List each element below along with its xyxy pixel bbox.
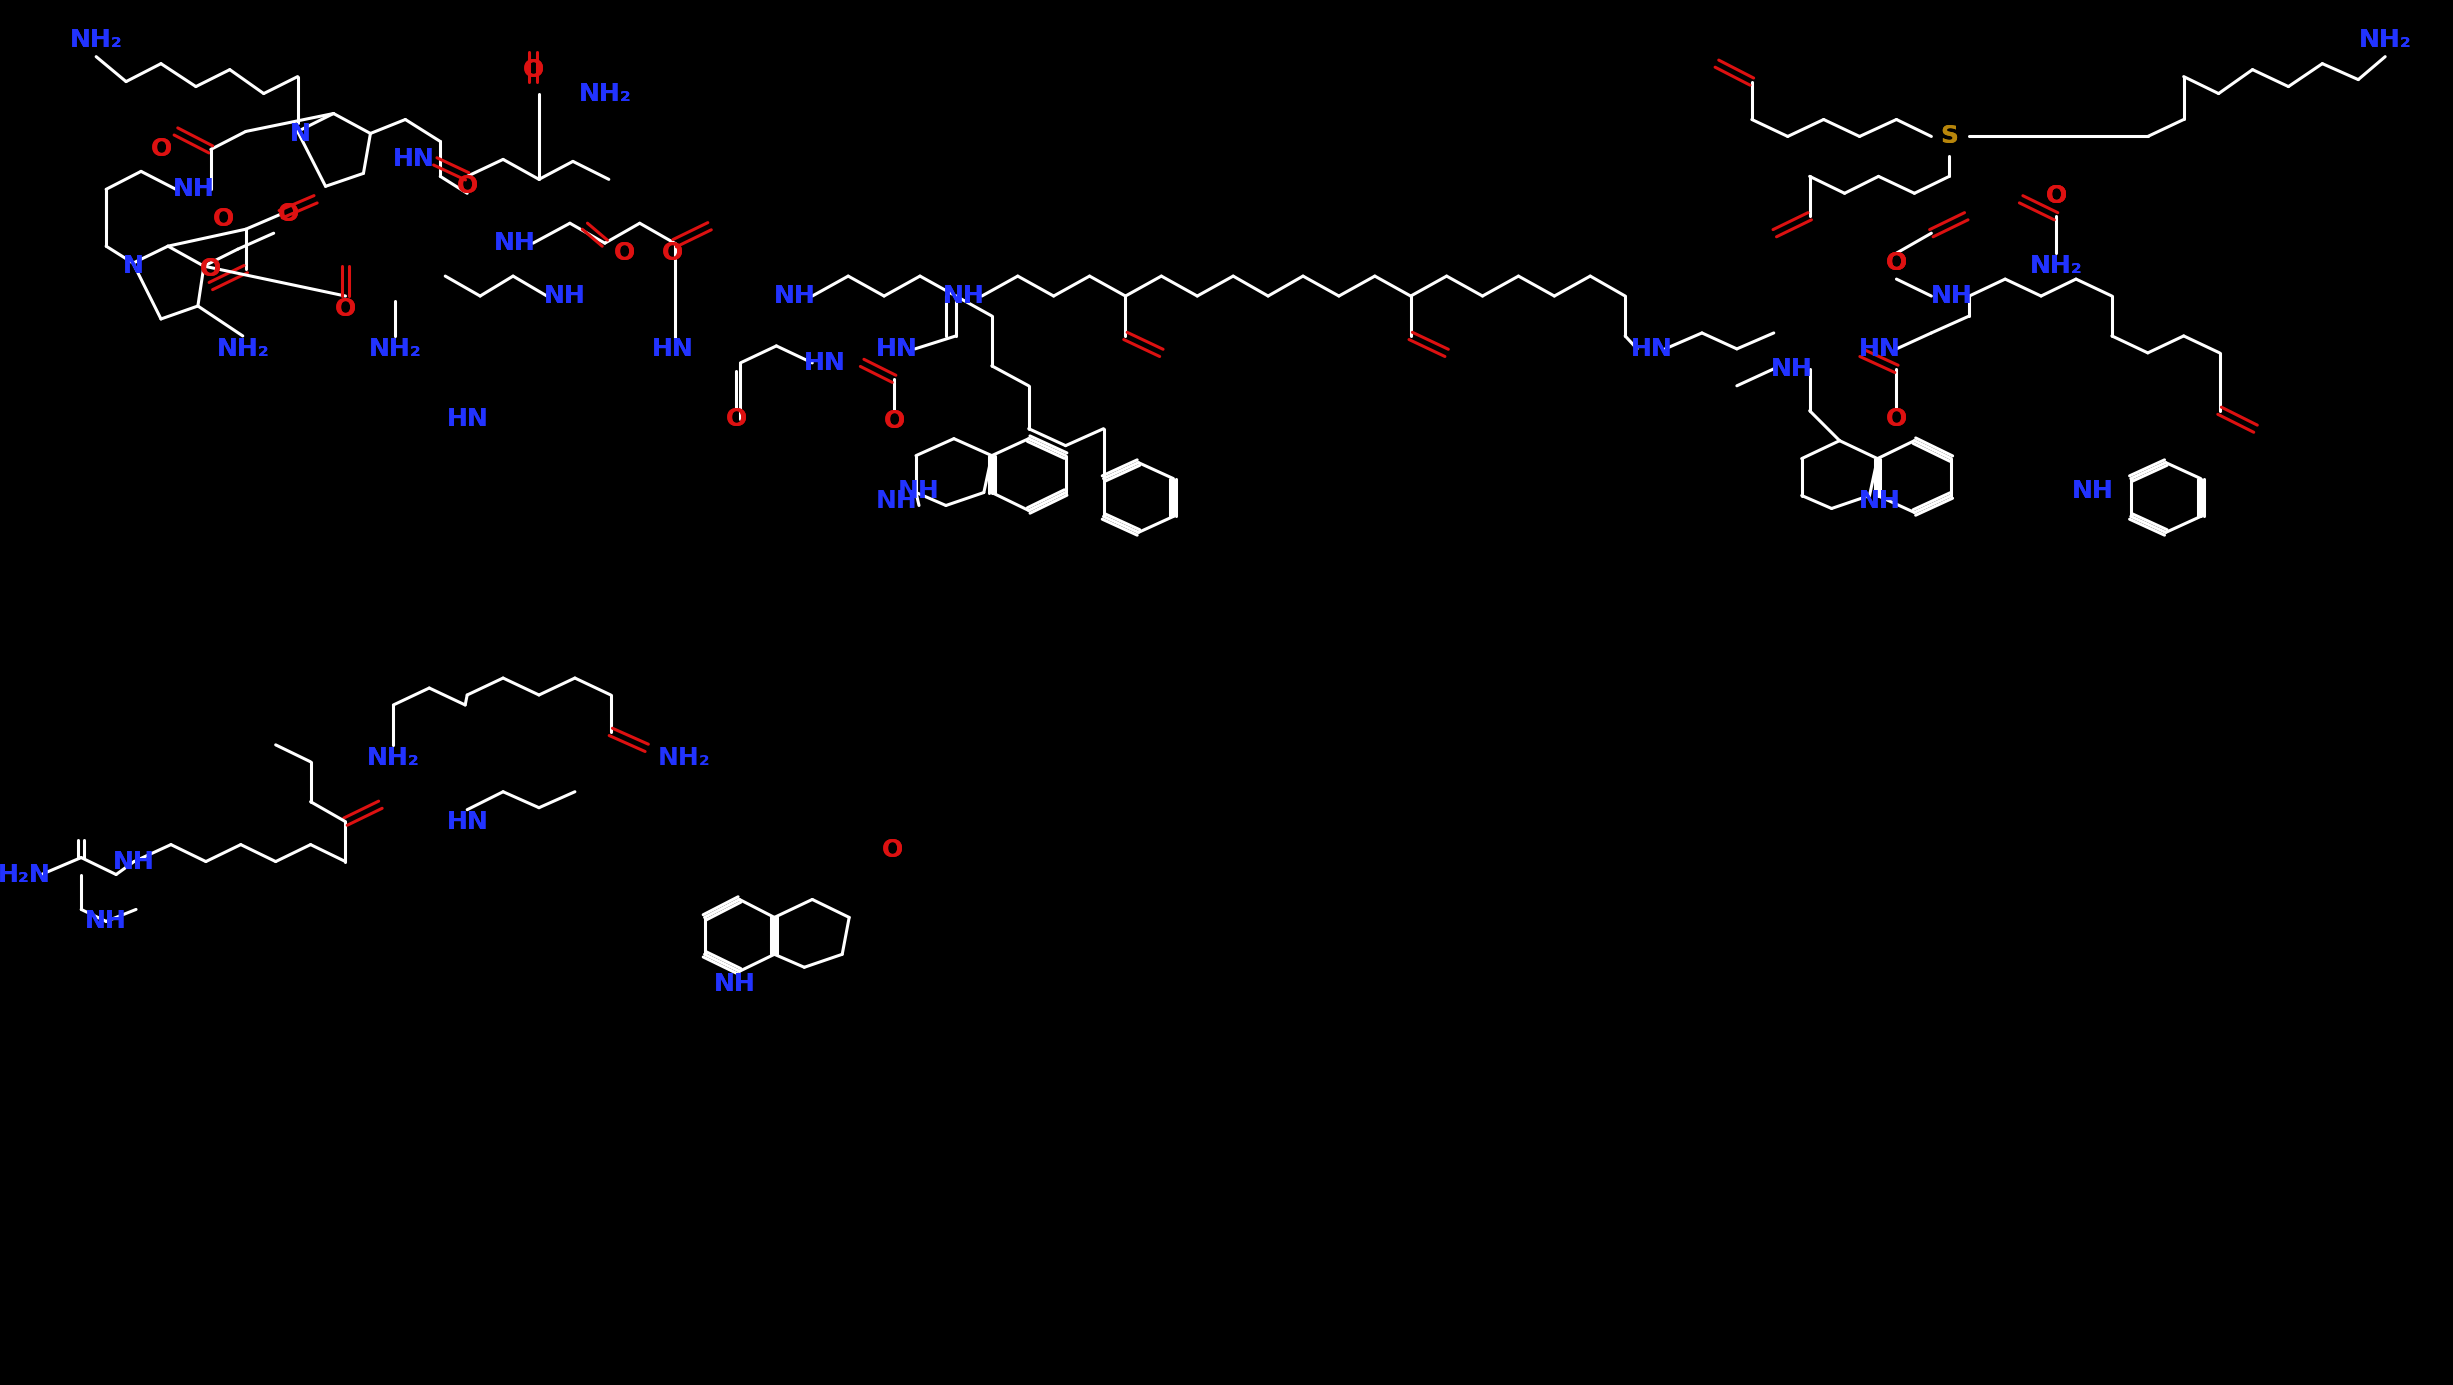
Text: O: O bbox=[1886, 251, 1906, 276]
Text: NH: NH bbox=[1859, 489, 1901, 512]
Text: HN: HN bbox=[446, 810, 488, 834]
Text: O: O bbox=[277, 202, 299, 226]
Text: NH₂: NH₂ bbox=[368, 747, 419, 770]
Text: HN: HN bbox=[446, 407, 488, 431]
Text: O: O bbox=[1886, 407, 1906, 431]
Text: NH: NH bbox=[773, 284, 814, 307]
Text: O: O bbox=[213, 208, 235, 231]
Text: O: O bbox=[456, 175, 478, 198]
Text: O: O bbox=[881, 838, 903, 861]
Text: NH: NH bbox=[2073, 479, 2114, 503]
Text: O: O bbox=[150, 137, 172, 162]
Text: HN: HN bbox=[876, 337, 917, 361]
Text: HN: HN bbox=[1631, 337, 1673, 361]
Text: O: O bbox=[1886, 251, 1906, 276]
Text: NH: NH bbox=[942, 284, 984, 307]
Text: NH: NH bbox=[545, 284, 586, 307]
Text: HN: HN bbox=[392, 147, 434, 172]
Text: NH₂: NH₂ bbox=[579, 82, 630, 105]
Text: NH: NH bbox=[113, 849, 155, 874]
Text: NH₂: NH₂ bbox=[368, 337, 422, 361]
Text: N: N bbox=[289, 122, 312, 147]
Text: NH₂: NH₂ bbox=[2029, 253, 2083, 278]
Text: O: O bbox=[201, 258, 221, 281]
Text: HN: HN bbox=[805, 350, 846, 375]
Text: NH₂: NH₂ bbox=[368, 337, 422, 361]
Text: NH: NH bbox=[773, 284, 814, 307]
Text: HN: HN bbox=[1631, 337, 1673, 361]
Text: NH: NH bbox=[1931, 284, 1972, 307]
Text: O: O bbox=[336, 296, 356, 321]
Text: H₂N: H₂N bbox=[0, 863, 52, 886]
Text: NH₂: NH₂ bbox=[368, 747, 419, 770]
Text: O: O bbox=[613, 241, 635, 265]
Text: NH: NH bbox=[1771, 357, 1813, 381]
Text: O: O bbox=[726, 407, 748, 431]
Text: HN: HN bbox=[1859, 337, 1901, 361]
Text: HN: HN bbox=[876, 337, 917, 361]
Text: O: O bbox=[2046, 184, 2068, 208]
Text: NH₂: NH₂ bbox=[2360, 28, 2411, 51]
Text: O: O bbox=[613, 241, 635, 265]
Text: NH: NH bbox=[86, 910, 128, 933]
Text: NH: NH bbox=[898, 479, 939, 503]
Text: NH: NH bbox=[876, 489, 917, 512]
Text: NH₂: NH₂ bbox=[216, 337, 270, 361]
Text: NH: NH bbox=[86, 910, 128, 933]
Text: O: O bbox=[201, 258, 221, 281]
Text: N: N bbox=[123, 253, 142, 278]
Text: O: O bbox=[150, 137, 172, 162]
Text: NH: NH bbox=[493, 231, 535, 255]
Text: O: O bbox=[522, 58, 545, 82]
Text: O: O bbox=[2046, 184, 2068, 208]
Text: NH: NH bbox=[113, 849, 155, 874]
Text: O: O bbox=[213, 208, 235, 231]
Text: NH₂: NH₂ bbox=[2029, 253, 2083, 278]
Text: NH: NH bbox=[2073, 479, 2114, 503]
Text: HN: HN bbox=[446, 810, 488, 834]
Text: N: N bbox=[123, 253, 142, 278]
Text: NH₂: NH₂ bbox=[579, 82, 630, 105]
Text: HN: HN bbox=[805, 350, 846, 375]
Text: O: O bbox=[883, 409, 905, 432]
Text: O: O bbox=[883, 409, 905, 432]
Text: S: S bbox=[1940, 125, 1957, 148]
Text: O: O bbox=[522, 58, 545, 82]
Text: NH: NH bbox=[714, 972, 756, 996]
Text: NH₂: NH₂ bbox=[657, 747, 711, 770]
Text: O: O bbox=[2046, 184, 2068, 208]
Text: NH: NH bbox=[714, 972, 756, 996]
Text: NH₂: NH₂ bbox=[2360, 28, 2411, 51]
Text: O: O bbox=[1886, 407, 1906, 431]
Text: HN: HN bbox=[392, 147, 434, 172]
Text: NH₂: NH₂ bbox=[69, 28, 123, 51]
Text: NH: NH bbox=[174, 177, 216, 201]
Text: NH₂: NH₂ bbox=[216, 337, 270, 361]
Text: O: O bbox=[881, 838, 903, 861]
Text: HN: HN bbox=[652, 337, 694, 361]
Text: NH: NH bbox=[545, 284, 586, 307]
Text: O: O bbox=[336, 296, 356, 321]
Text: O: O bbox=[277, 202, 299, 226]
Text: O: O bbox=[726, 407, 748, 431]
Text: NH₂: NH₂ bbox=[69, 28, 123, 51]
Text: HN: HN bbox=[1859, 337, 1901, 361]
Text: O: O bbox=[662, 241, 684, 265]
Text: NH: NH bbox=[493, 231, 535, 255]
Text: O: O bbox=[662, 241, 684, 265]
Text: NH: NH bbox=[1771, 357, 1813, 381]
Text: HN: HN bbox=[652, 337, 694, 361]
Text: NH: NH bbox=[1859, 489, 1901, 512]
Text: HN: HN bbox=[446, 407, 488, 431]
Text: NH: NH bbox=[942, 284, 984, 307]
Text: S: S bbox=[1940, 125, 1957, 148]
Text: N: N bbox=[289, 122, 312, 147]
Text: H₂N: H₂N bbox=[0, 863, 52, 886]
Text: NH: NH bbox=[174, 177, 216, 201]
Text: O: O bbox=[1886, 251, 1906, 276]
Text: O: O bbox=[456, 175, 478, 198]
Text: NH: NH bbox=[1931, 284, 1972, 307]
